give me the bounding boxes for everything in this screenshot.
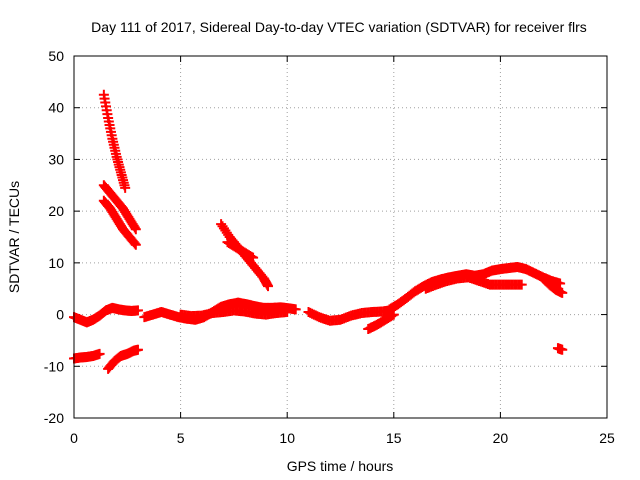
series-arc-steep-2: [98, 180, 141, 235]
y-tick-label: 0: [56, 307, 64, 323]
series-arc-baseline-c: [175, 305, 293, 322]
data-point: [290, 304, 301, 315]
data-point: [132, 344, 143, 355]
series-arc-drop: [363, 309, 399, 335]
data-point: [129, 238, 140, 249]
x-tick-label: 5: [177, 430, 185, 446]
data-point: [263, 281, 274, 292]
series-arc-baseline-d: [303, 305, 395, 326]
x-tick-label: 25: [599, 430, 615, 446]
series-arc-isolated: [552, 343, 568, 355]
y-tick-label: 30: [48, 151, 64, 167]
y-tick-label: -10: [44, 358, 64, 374]
data-point: [130, 224, 141, 235]
data-points: [69, 89, 568, 374]
series-arc-negative-b: [103, 344, 143, 374]
y-tick-label: -20: [44, 410, 64, 426]
data-point: [120, 182, 131, 193]
x-tick-label: 15: [386, 430, 402, 446]
plot-frame: [73, 55, 608, 419]
x-tick-labels: 0 5 10 15 20 25: [70, 430, 615, 446]
series-arc-rise-lower: [420, 272, 527, 294]
data-point: [248, 252, 259, 263]
y-tick-label: 50: [48, 48, 64, 64]
series-arc-tail: [538, 273, 568, 298]
data-point: [94, 348, 105, 359]
x-tick-label: 10: [279, 430, 295, 446]
x-axis-title: GPS time / hours: [287, 458, 394, 474]
data-point: [557, 344, 568, 355]
y-axis-title: SDTVAR / TECUs: [6, 181, 22, 293]
data-point: [388, 309, 399, 320]
x-tick-label: 20: [493, 430, 509, 446]
y-tick-label: 20: [48, 203, 64, 219]
data-point: [132, 305, 143, 316]
series-arc-steep-3: [98, 195, 141, 250]
series-arc-steep-5: [222, 237, 259, 263]
data-point: [557, 287, 568, 298]
data-point: [130, 239, 141, 250]
y-tick-label: 40: [48, 100, 64, 116]
y-tick-labels: -20 -10 0 10 20 30 40 50: [44, 48, 64, 426]
data-point: [555, 278, 566, 289]
x-tick-label: 0: [70, 430, 78, 446]
y-tick-label: 10: [48, 255, 64, 271]
data-point: [516, 279, 527, 290]
series-arc-baseline-a: [69, 302, 143, 328]
chart-title: Day 111 of 2017, Sidereal Day-to-day VTE…: [91, 19, 587, 35]
series-arc-steep-1: [98, 89, 131, 193]
data-point: [282, 306, 293, 317]
